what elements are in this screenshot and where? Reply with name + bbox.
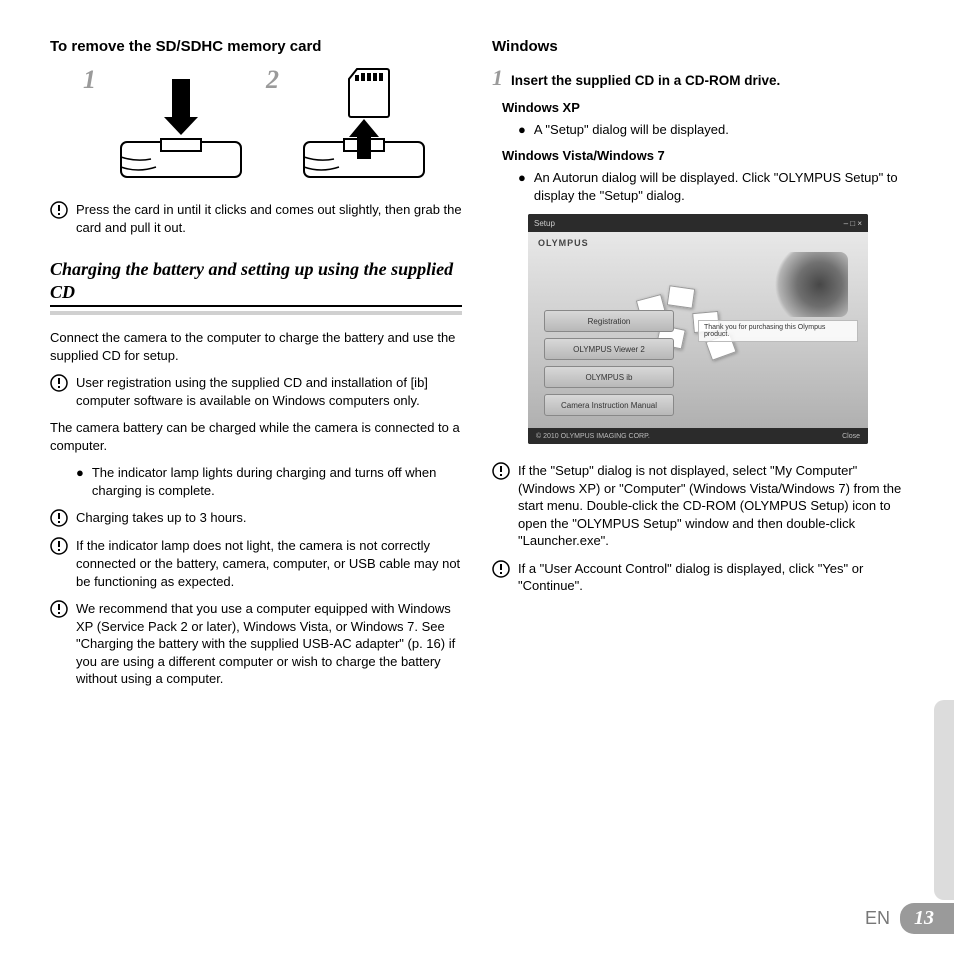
step-number: 1 — [492, 67, 503, 89]
bullet-dot-icon: ● — [76, 464, 84, 499]
bullet-text: A "Setup" dialog will be displayed. — [534, 121, 729, 139]
diagram-step-1: 1 — [83, 67, 96, 93]
page-footer: EN 13 — [865, 903, 954, 934]
subheading-vista: Windows Vista/Windows 7 — [502, 148, 904, 163]
note-text: If the indicator lamp does not light, th… — [76, 537, 462, 590]
note-setup-not-displayed: If the "Setup" dialog is not displayed, … — [492, 462, 904, 550]
bullet-vista: ● An Autorun dialog will be displayed. C… — [518, 169, 904, 204]
note-text: If the "Setup" dialog is not displayed, … — [518, 462, 904, 550]
body-battery: The camera battery can be charged while … — [50, 419, 462, 454]
note-text: Press the card in until it clicks and co… — [76, 201, 462, 236]
note-uac: If a "User Account Control" dialog is di… — [492, 560, 904, 595]
scr-body: OLYMPUS Thank you for purchasing this Ol… — [528, 232, 868, 428]
diagram-eject-card-icon — [299, 67, 429, 187]
diagram-insert-card-icon — [116, 67, 246, 187]
section-charging-title: Charging the battery and setting up usin… — [50, 258, 462, 307]
heading-windows: Windows — [492, 38, 904, 55]
body-connect: Connect the camera to the computer to ch… — [50, 329, 462, 364]
bullet-text: An Autorun dialog will be displayed. Cli… — [534, 169, 904, 204]
caution-icon — [50, 509, 68, 527]
sd-card-diagram: 1 2 — [50, 67, 462, 187]
scr-titlebar: Setup – □ × — [528, 214, 868, 232]
scr-logo: OLYMPUS — [538, 238, 589, 248]
scr-close: Close — [842, 433, 860, 440]
caution-icon — [50, 201, 68, 219]
scr-thanks-text: Thank you for purchasing this Olympus pr… — [698, 320, 858, 342]
note-3hours: Charging takes up to 3 hours. — [50, 509, 462, 527]
section-underline — [50, 311, 462, 315]
step-1: 1 Insert the supplied CD in a CD-ROM dri… — [492, 67, 904, 90]
heading-remove-card: To remove the SD/SDHC memory card — [50, 38, 462, 55]
page-language: EN — [865, 908, 890, 929]
page-columns: To remove the SD/SDHC memory card 1 2 — [50, 38, 904, 698]
left-column: To remove the SD/SDHC memory card 1 2 — [50, 38, 462, 698]
bullet-dot-icon: ● — [518, 121, 526, 139]
setup-dialog-screenshot: Setup – □ × OLYMPUS Thank you for purcha… — [528, 214, 868, 444]
scr-copyright: © 2010 OLYMPUS IMAGING CORP. — [536, 433, 650, 440]
note-press-card: Press the card in until it clicks and co… — [50, 201, 462, 236]
note-no-lamp: If the indicator lamp does not light, th… — [50, 537, 462, 590]
right-column: Windows 1 Insert the supplied CD in a CD… — [492, 38, 904, 698]
note-text: We recommend that you use a computer equ… — [76, 600, 462, 688]
bullet-xp: ● A "Setup" dialog will be displayed. — [518, 121, 904, 139]
note-text: If a "User Account Control" dialog is di… — [518, 560, 904, 595]
scr-title: Setup — [534, 219, 555, 228]
bullet-text: The indicator lamp lights during chargin… — [92, 464, 462, 499]
caution-icon — [492, 462, 510, 480]
note-user-reg: User registration using the supplied CD … — [50, 374, 462, 409]
scr-buttons: Registration OLYMPUS Viewer 2 OLYMPUS ib… — [544, 310, 674, 422]
scr-camera-image — [753, 252, 848, 317]
window-controls-icon: – □ × — [844, 219, 862, 228]
note-recommend: We recommend that you use a computer equ… — [50, 600, 462, 688]
page-number: 13 — [900, 903, 954, 934]
scr-btn-registration: Registration — [544, 310, 674, 332]
step-text: Insert the supplied CD in a CD-ROM drive… — [511, 72, 780, 90]
caution-icon — [492, 560, 510, 578]
scr-btn-manual: Camera Instruction Manual — [544, 394, 674, 416]
side-tab — [934, 700, 954, 900]
caution-icon — [50, 537, 68, 555]
scr-btn-ib: OLYMPUS ib — [544, 366, 674, 388]
note-text: User registration using the supplied CD … — [76, 374, 462, 409]
note-text: Charging takes up to 3 hours. — [76, 509, 247, 527]
diagram-step-2: 2 — [266, 67, 279, 93]
bullet-dot-icon: ● — [518, 169, 526, 204]
scr-btn-viewer: OLYMPUS Viewer 2 — [544, 338, 674, 360]
bullet-indicator-lamp: ● The indicator lamp lights during charg… — [76, 464, 462, 499]
caution-icon — [50, 600, 68, 618]
subheading-xp: Windows XP — [502, 100, 904, 115]
caution-icon — [50, 374, 68, 392]
scr-footer: © 2010 OLYMPUS IMAGING CORP. Close — [528, 428, 868, 444]
